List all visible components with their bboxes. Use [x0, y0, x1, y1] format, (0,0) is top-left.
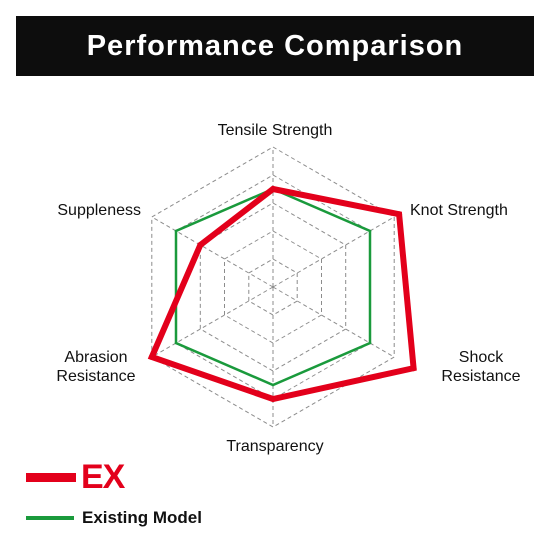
series-existing-point-5 [174, 229, 178, 233]
series-ex-point-1 [396, 211, 403, 218]
series-existing-point-1 [368, 229, 372, 233]
series-existing-point-3 [271, 383, 275, 387]
legend-ex: EX [26, 458, 125, 497]
series-ex-point-4 [148, 354, 155, 360]
series-ex-point-0 [270, 186, 276, 192]
legend-ex-swatch [26, 473, 76, 482]
axis-label-1: Knot Strength [410, 202, 508, 219]
series-ex-point-5 [197, 242, 204, 248]
legend-existing: Existing Model [26, 508, 202, 528]
grid-spoke-4 [151, 286, 274, 358]
axis-label-2: Shock Resistance [441, 349, 520, 385]
grid-spoke-1 [272, 216, 395, 288]
series-ex-point-3 [270, 396, 276, 402]
series-ex-line [147, 185, 417, 403]
series-existing-point-4 [174, 341, 178, 345]
grid-spoke-2 [272, 286, 395, 358]
chart-title: Performance Comparison [86, 29, 464, 62]
axis-label-5: Suppleness [57, 202, 141, 219]
axis-label-0: Tensile Strength [218, 122, 333, 139]
series-existing-point-2 [368, 341, 372, 345]
legend-ex-label: EX [81, 458, 125, 496]
legend-existing-label: Existing Model [82, 508, 202, 527]
series-ex-point-2 [410, 365, 417, 372]
axis-label-3: Transparency [226, 438, 323, 455]
title-bar: Performance Comparison [16, 16, 534, 76]
grid-spoke-5 [151, 216, 274, 288]
legend-existing-swatch [26, 516, 74, 520]
axis-label-4: Abrasion Resistance [56, 349, 135, 385]
